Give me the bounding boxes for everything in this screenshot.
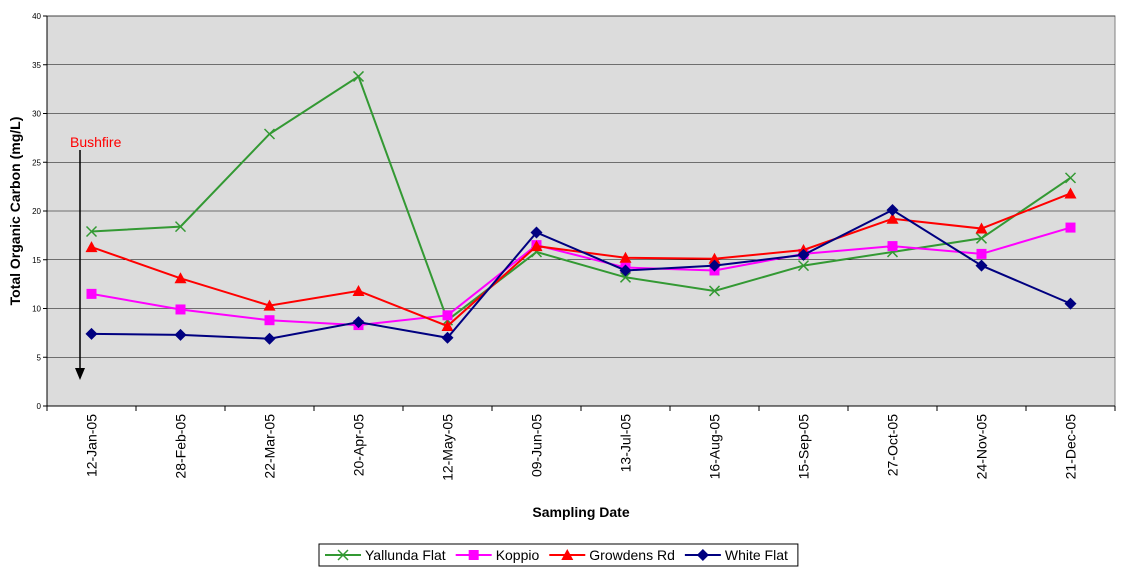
y-tick-label: 30 bbox=[32, 110, 41, 119]
legend-label: Growdens Rd bbox=[589, 547, 675, 563]
marker bbox=[442, 310, 453, 321]
x-tick-label: 20-Apr-05 bbox=[351, 414, 367, 476]
y-tick-label: 10 bbox=[32, 305, 41, 314]
marker bbox=[352, 70, 365, 82]
marker bbox=[468, 550, 479, 560]
marker bbox=[85, 241, 98, 253]
x-tick-label: 24-Nov-05 bbox=[974, 414, 990, 480]
marker bbox=[708, 252, 721, 264]
y-axis-title: Total Organic Carbon (mg/L) bbox=[7, 117, 23, 306]
x-tick-label: 16-Aug-05 bbox=[707, 414, 723, 480]
marker bbox=[174, 272, 187, 284]
marker bbox=[619, 264, 632, 277]
annotation: Bushfire bbox=[70, 134, 122, 150]
marker bbox=[708, 285, 721, 297]
marker bbox=[619, 271, 632, 283]
marker bbox=[1064, 297, 1077, 310]
x-tick-label: 09-Jun-05 bbox=[529, 414, 545, 477]
y-tick-label: 0 bbox=[37, 402, 42, 411]
y-tick-label: 40 bbox=[32, 12, 41, 21]
y-tick-label: 5 bbox=[37, 353, 42, 362]
marker bbox=[441, 331, 454, 344]
x-tick-label: 13-Jul-05 bbox=[618, 414, 634, 473]
y-tick-label: 20 bbox=[32, 207, 41, 216]
marker bbox=[619, 251, 632, 263]
marker bbox=[263, 332, 276, 345]
marker bbox=[797, 260, 810, 272]
marker bbox=[263, 128, 276, 140]
marker bbox=[886, 212, 899, 224]
marker bbox=[975, 232, 988, 244]
marker bbox=[175, 304, 186, 315]
y-tick-label: 25 bbox=[32, 158, 41, 167]
marker bbox=[976, 248, 987, 259]
marker bbox=[1065, 222, 1076, 233]
marker bbox=[530, 226, 543, 239]
marker bbox=[1064, 187, 1077, 199]
x-tick-label: 12-Jan-05 bbox=[84, 414, 100, 477]
y-tick-label: 35 bbox=[32, 61, 41, 70]
marker bbox=[797, 248, 810, 261]
marker bbox=[264, 315, 275, 326]
marker bbox=[887, 241, 898, 252]
annotation-arrowhead bbox=[75, 368, 85, 380]
x-tick-label: 22-Mar-05 bbox=[262, 414, 278, 479]
marker bbox=[174, 221, 187, 233]
marker bbox=[886, 204, 899, 217]
marker bbox=[85, 327, 98, 340]
marker bbox=[441, 320, 454, 332]
series-line bbox=[91, 226, 1071, 327]
series-line bbox=[91, 208, 1071, 340]
marker bbox=[561, 549, 574, 560]
x-axis-title: Sampling Date bbox=[532, 504, 629, 520]
marker bbox=[975, 222, 988, 234]
series-line bbox=[91, 74, 1072, 322]
marker bbox=[174, 328, 187, 341]
y-tick-label: 15 bbox=[32, 256, 41, 265]
marker bbox=[530, 240, 543, 252]
marker bbox=[85, 225, 98, 238]
marker bbox=[263, 299, 276, 311]
x-tick-label: 12-May-05 bbox=[440, 414, 456, 481]
marker bbox=[696, 549, 709, 561]
marker bbox=[1064, 172, 1077, 184]
x-tick-label: 21-Dec-05 bbox=[1063, 414, 1079, 480]
x-tick-label: 15-Sep-05 bbox=[796, 414, 812, 480]
legend-label: Yallunda Flat bbox=[365, 547, 446, 563]
marker bbox=[708, 259, 721, 272]
marker bbox=[352, 316, 365, 329]
x-tick-label: 27-Oct-05 bbox=[885, 414, 901, 476]
x-tick-label: 28-Feb-05 bbox=[173, 414, 189, 479]
marker bbox=[86, 288, 97, 299]
legend-label: Koppio bbox=[496, 547, 540, 563]
marker bbox=[352, 284, 365, 296]
marker bbox=[975, 259, 988, 272]
legend-label: White Flat bbox=[725, 547, 788, 563]
marker bbox=[337, 549, 349, 561]
